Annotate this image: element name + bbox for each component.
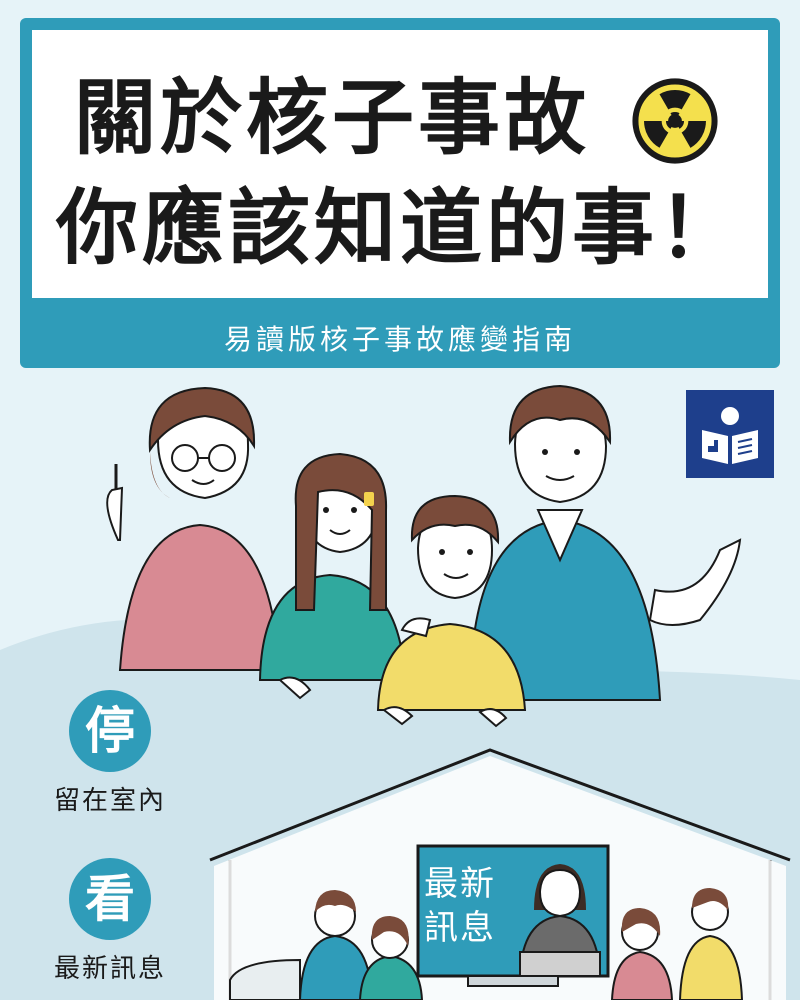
subtitle: 易讀版核子事故應變指南 xyxy=(223,323,576,356)
action-label-latest-news: 最新訊息 xyxy=(53,954,166,984)
girl-figure xyxy=(258,452,407,681)
title-card: 關於核子事故 你應該知道的事！ 易讀版核子事故應變指南 xyxy=(20,18,780,368)
action-char-watch: 看 xyxy=(69,858,151,940)
title-line-1: 關於核子事故 xyxy=(74,71,591,166)
easy-read-icon xyxy=(686,390,774,478)
mother-figure xyxy=(106,386,282,671)
action-stay-indoors: 停 留在室內 xyxy=(30,690,190,817)
family-illustration xyxy=(0,384,800,1000)
action-watch-news: 看 最新訊息 xyxy=(30,858,190,985)
father-figure xyxy=(468,384,742,701)
tv-news-text: 最新 訊息 xyxy=(424,864,496,948)
title-box: 關於核子事故 你應該知道的事！ xyxy=(32,30,768,298)
title-line-2: 你應該知道的事！ xyxy=(55,181,744,276)
boy-figure xyxy=(376,494,527,711)
action-char-stop: 停 xyxy=(69,690,151,772)
house xyxy=(209,748,791,1000)
radiation-icon xyxy=(632,78,718,164)
action-label-stay-indoors: 留在室內 xyxy=(53,786,166,816)
